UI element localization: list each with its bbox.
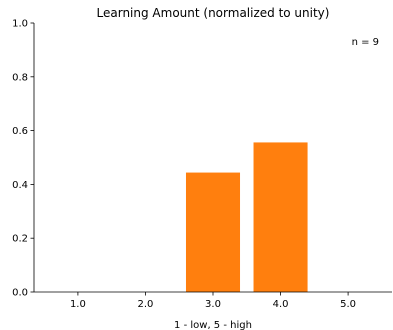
bar-4.0 — [253, 142, 308, 292]
y-tick-label: 1.0 — [12, 19, 28, 30]
chart-title: Learning Amount (normalized to unity) — [97, 6, 330, 20]
bar-3.0 — [185, 172, 241, 292]
x-tick-label: 4.0 — [273, 299, 289, 310]
y-tick-label: 0.2 — [12, 234, 28, 245]
annotation-n: n = 9 — [352, 37, 379, 48]
y-tick-label: 0.0 — [12, 288, 28, 299]
y-tick-label: 0.6 — [12, 126, 28, 137]
y-tick-label: 0.4 — [12, 180, 28, 191]
x-tick-label: 2.0 — [137, 299, 153, 310]
y-tick-label: 0.8 — [12, 72, 28, 83]
x-axis-label: 1 - low, 5 - high — [174, 320, 252, 330]
x-tick-label: 1.0 — [70, 299, 86, 310]
x-tick-label: 3.0 — [205, 299, 221, 310]
plot-area: 0.0 0.2 0.4 0.6 0.8 1.0 1.0 2.0 3.0 4.0 5.0 — [12, 19, 392, 310]
x-tick-label: 5.0 — [340, 299, 356, 310]
